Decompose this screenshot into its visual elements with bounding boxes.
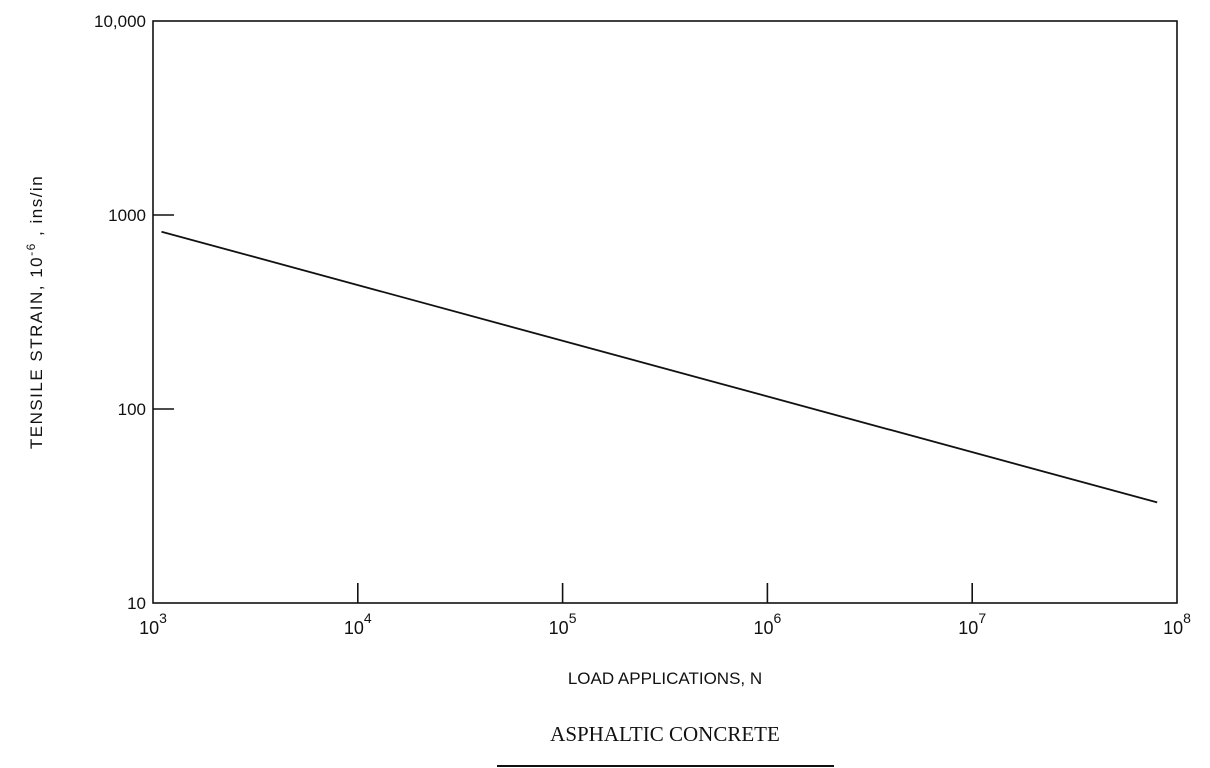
- y-axis-title: TENSILE STRAIN, 10-6 , ins/in: [24, 175, 46, 449]
- y-tick-label: 100: [118, 400, 146, 419]
- series-layer: [161, 230, 1158, 504]
- x-tick-exponent: 7: [978, 610, 986, 626]
- x-tick-exponent: 3: [159, 610, 167, 626]
- x-tick-exponent: 4: [364, 610, 372, 626]
- x-tick-label: 106: [753, 610, 781, 638]
- x-tick-base: 10: [1163, 618, 1183, 638]
- chart-caption: ASPHALTIC CONCRETE: [550, 722, 780, 746]
- x-tick-base: 10: [549, 618, 569, 638]
- x-tick-exponent: 8: [1183, 610, 1191, 626]
- x-tick-label: 107: [958, 610, 986, 638]
- y-axis-title-unit: , ins/in: [27, 175, 46, 242]
- x-axis-ticks: 103 104 105 106 107 108: [139, 583, 1191, 638]
- y-axis-ticks: 10 100 1000 10,000: [94, 12, 174, 613]
- x-tick-base: 10: [344, 618, 364, 638]
- plot-frame: [152, 20, 1178, 604]
- x-tick-label: 105: [549, 610, 577, 638]
- x-tick-exponent: 5: [569, 610, 577, 626]
- x-tick-base: 10: [753, 618, 773, 638]
- x-tick-label: 108: [1163, 610, 1191, 638]
- y-axis-title-exponent: -6: [24, 242, 38, 256]
- series-line: [161, 230, 1158, 504]
- x-tick-base: 10: [958, 618, 978, 638]
- x-tick-base: 10: [139, 618, 159, 638]
- x-tick-label: 103: [139, 610, 167, 638]
- y-axis-title-main: TENSILE STRAIN, 10: [27, 256, 46, 449]
- y-tick-label: 1000: [108, 206, 146, 225]
- x-axis-title: LOAD APPLICATIONS, N: [568, 669, 762, 688]
- y-tick-label: 10: [127, 594, 146, 613]
- x-tick-exponent: 6: [774, 610, 782, 626]
- x-tick-label: 104: [344, 610, 372, 638]
- y-tick-label: 10,000: [94, 12, 146, 31]
